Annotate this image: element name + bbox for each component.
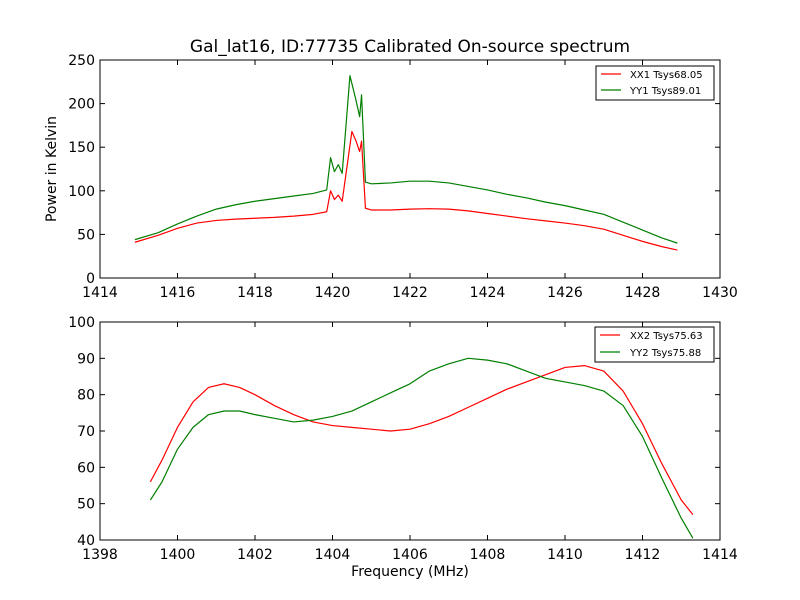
top-plot-area: 1414 1416 1418 1420 1422 1424 1426 1428 1430 0 50 1…	[68, 53, 738, 301]
bottom-chart: Frequency (MHz) 1398 1400 1402 1404 1406 1408…	[68, 315, 738, 580]
bottom-legend: XX2 Tsys75.63 YY2 Tsys75.88	[594, 326, 715, 363]
x-tick-label: 1406	[392, 547, 428, 563]
x-tick-label: 1410	[547, 547, 583, 563]
x-tick-label: 1420	[315, 285, 351, 301]
legend-label-yy1: YY1 Tsys89.01	[629, 86, 701, 97]
y-tick-label: 40	[77, 533, 95, 549]
x-tick-label: 1430	[702, 285, 738, 301]
x-tick-label: 1398	[82, 547, 118, 563]
x-tick-label: 1402	[237, 547, 273, 563]
y-tick-label: 150	[68, 140, 95, 156]
x-tick-label: 1414	[82, 285, 118, 301]
y-tick-label: 250	[68, 53, 95, 69]
x-tick-label: 1428	[625, 285, 661, 301]
legend-box	[594, 326, 715, 363]
x-tick-label: 1416	[160, 285, 196, 301]
y-axis-label: Power in Kelvin	[44, 116, 60, 222]
y-tick-label: 100	[68, 184, 95, 200]
x-tick-label: 1422	[392, 285, 428, 301]
x-tick-label: 1426	[547, 285, 583, 301]
series-line-0-0	[134, 130, 678, 251]
x-tick-label: 1400	[160, 547, 196, 563]
legend-label-xx2: XX2 Tsys75.63	[630, 331, 703, 342]
y-tick-label: 70	[77, 424, 95, 440]
y-tick-label: 50	[77, 497, 95, 513]
x-tick-label: 1414	[702, 547, 738, 563]
legend-label-yy2: YY2 Tsys75.88	[629, 348, 701, 359]
x-axis-label: Frequency (MHz)	[351, 564, 469, 580]
y-tick-label: 90	[77, 351, 95, 367]
y-tick-label: 60	[77, 460, 95, 476]
top-chart: Gal_lat16, ID:77735 Calibrated On-source…	[44, 37, 738, 301]
legend-label-xx1: XX1 Tsys68.05	[630, 70, 703, 81]
y-tick-label: 0	[86, 271, 95, 287]
x-tick-label: 1404	[315, 547, 351, 563]
legend-box	[595, 65, 715, 101]
bottom-plot-area: 1398 1400 1402 1404 1406 1408 1410 1412 1414 40 50…	[68, 315, 738, 563]
series-line-1-0	[149, 365, 694, 515]
series-line-0-1	[134, 75, 678, 244]
x-tick-label: 1408	[470, 547, 506, 563]
chart-title: Gal_lat16, ID:77735 Calibrated On-source…	[190, 37, 630, 57]
x-tick-label: 1412	[625, 547, 661, 563]
series-line-1-1	[149, 357, 694, 539]
x-tick-label: 1418	[237, 285, 273, 301]
y-tick-label: 80	[77, 388, 95, 404]
y-tick-label: 50	[77, 227, 95, 243]
top-legend: XX1 Tsys68.05 YY1 Tsys89.01	[595, 65, 715, 101]
y-tick-label: 100	[68, 315, 95, 331]
y-tick-label: 200	[68, 97, 95, 113]
x-tick-label: 1424	[470, 285, 506, 301]
